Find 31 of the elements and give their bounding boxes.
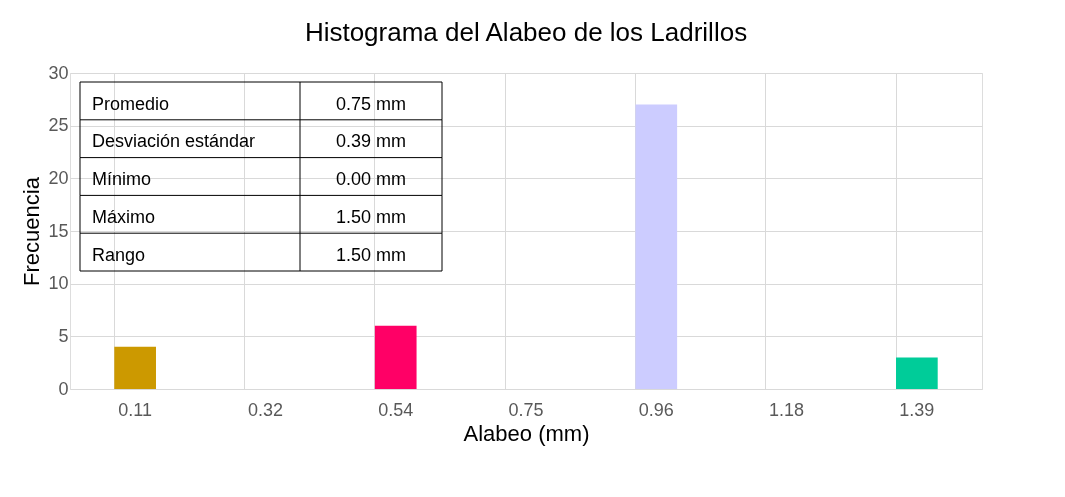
x-tick-label: 0.32 (247, 399, 283, 420)
y-tick-label: 15 (48, 220, 69, 241)
bar (374, 325, 417, 389)
annotation: 1.50 mm (335, 244, 407, 265)
x-tick-label: 1.39 (899, 399, 935, 420)
annotation: 0.39 mm (335, 131, 407, 152)
annotation: Máximo (92, 207, 156, 228)
y-tick-label: 20 (48, 167, 69, 188)
y-tick-label: 10 (48, 273, 69, 294)
bar (114, 346, 156, 389)
y-axis-title: Frecuencia (19, 176, 45, 286)
annotation: 0.00 mm (335, 169, 407, 190)
annotation: Promedio (92, 93, 170, 114)
y-tick-label: 5 (58, 325, 69, 346)
x-tick-label: 0.75 (508, 399, 544, 420)
annotation: Mínimo (92, 169, 152, 190)
y-tick-label: 0 (58, 378, 69, 399)
x-tick-label: 0.96 (638, 399, 674, 420)
x-tick-label: 0.54 (378, 399, 414, 420)
annotation: Rango (92, 244, 146, 265)
x-tick-label: 1.18 (769, 399, 805, 420)
y-tick-label: 30 (48, 62, 69, 83)
annotation: 0.75 mm (335, 93, 407, 114)
chart-title: Histograma del Alabeo de los Ladrillos (304, 17, 748, 47)
annotation: 1.50 mm (335, 207, 407, 228)
bar (635, 104, 678, 389)
bar (896, 357, 938, 389)
x-axis-title: Alabeo (mm) (463, 420, 590, 446)
x-tick-label: 0.11 (118, 399, 152, 420)
annotation: Desviación estándar (92, 131, 256, 152)
y-tick-label: 25 (48, 115, 69, 136)
